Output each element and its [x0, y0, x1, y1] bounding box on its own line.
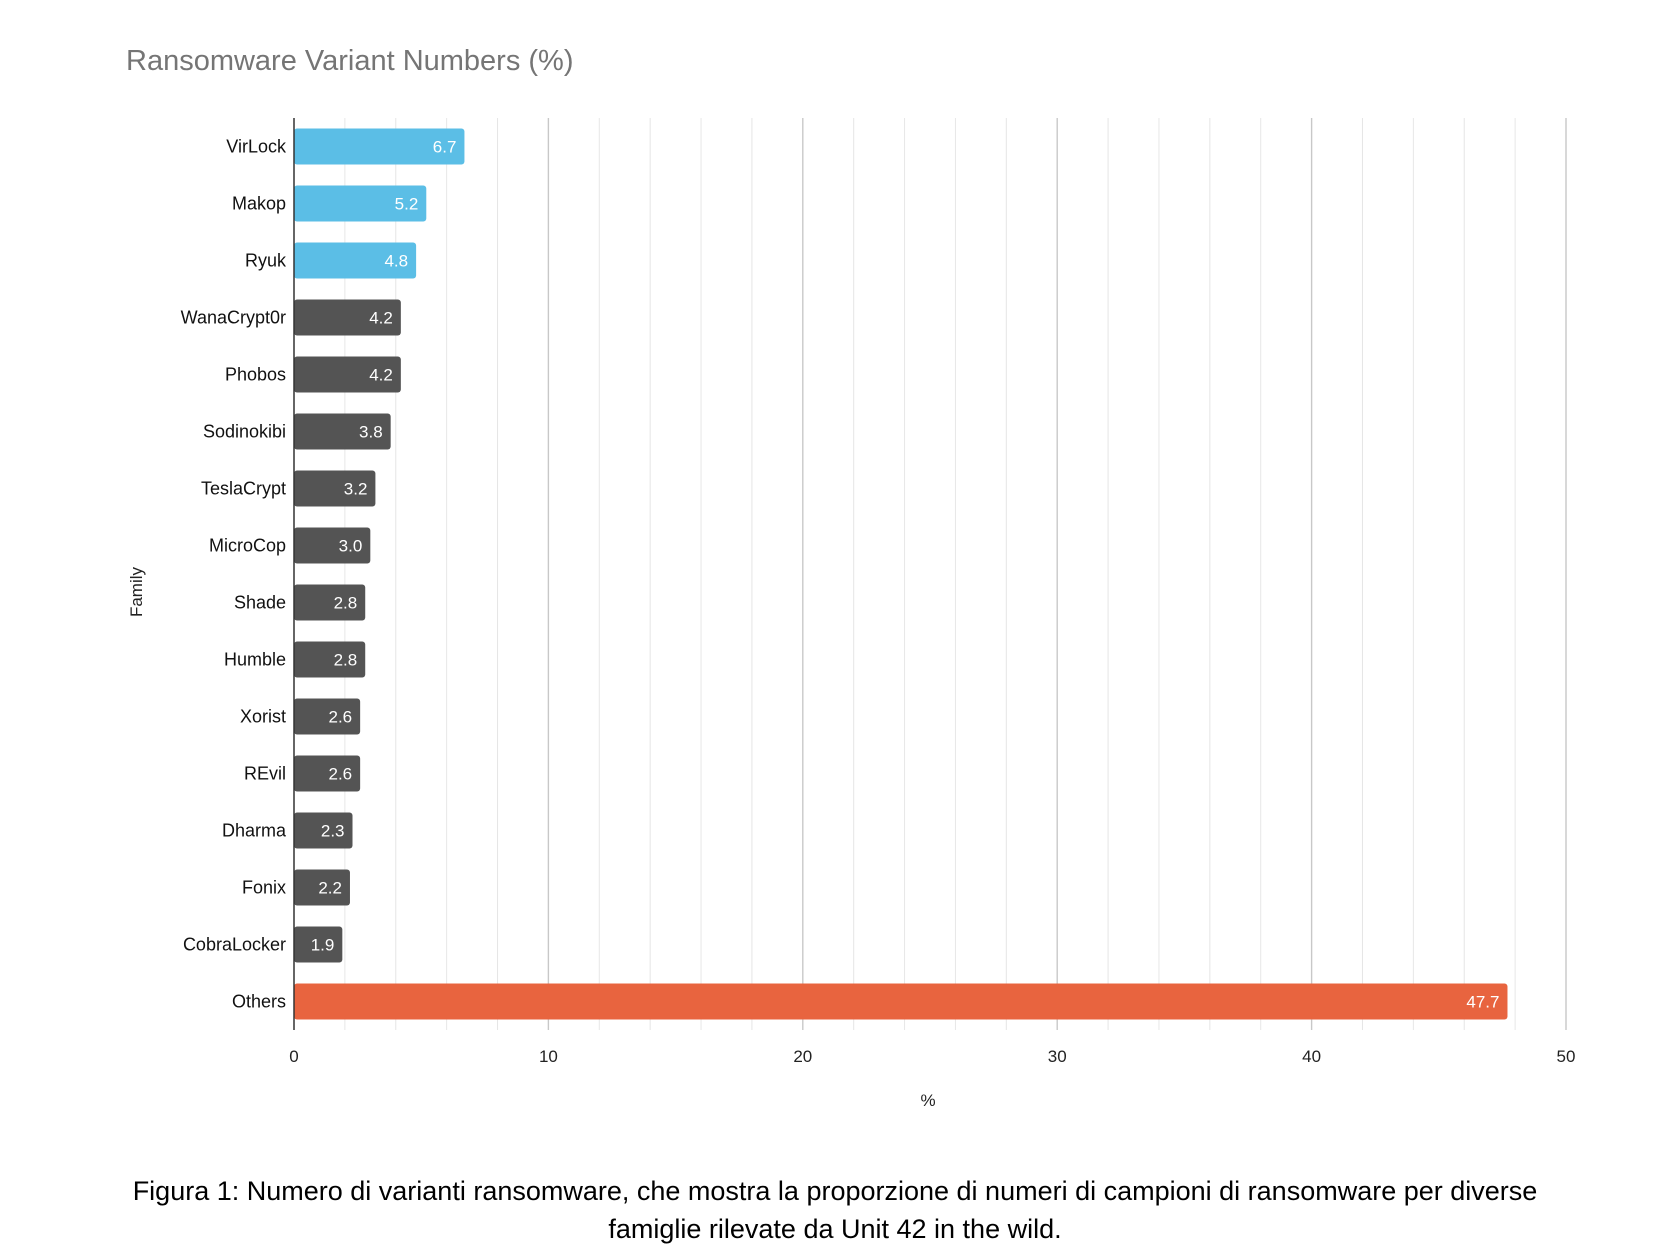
- caption-line-1: Figura 1: Numero di varianti ransomware,…: [132, 1176, 1538, 1206]
- bar-humble: [294, 641, 366, 678]
- data-label: 5.2: [395, 195, 419, 214]
- category-label: Others: [232, 992, 286, 1012]
- bar-ryuk: [294, 242, 417, 279]
- data-label: 47.7: [1466, 993, 1499, 1012]
- bar-xorist: [294, 698, 361, 735]
- bars: 6.7 5.2 4.8 4.2 4.2 3.8 3.2 3.0 2.8 2.8 2.6 2.6 2.3 2…: [294, 128, 1508, 1020]
- bar-virlock: [294, 128, 465, 165]
- category-label: TeslaCrypt: [201, 479, 286, 499]
- data-label: 6.7: [433, 138, 457, 157]
- bar-phobos: [294, 356, 401, 393]
- x-tick-label: 20: [793, 1047, 812, 1066]
- y-axis-label: Family: [127, 566, 146, 617]
- category-label: Sodinokibi: [203, 422, 286, 442]
- data-label: 4.2: [369, 366, 393, 385]
- data-label: 4.2: [369, 309, 393, 328]
- bar-fonix: [294, 869, 350, 906]
- gridlines: [344, 118, 1567, 1030]
- bar-cobralocker: [294, 926, 343, 963]
- bar-wanacrypt0r: [294, 299, 401, 336]
- data-label: 1.9: [311, 936, 335, 955]
- category-label: CobraLocker: [183, 935, 286, 955]
- figure-caption: Figura 1: Numero di varianti ransomware,…: [0, 1172, 1670, 1248]
- data-label: 2.2: [318, 879, 342, 898]
- x-tick-label: 50: [1557, 1047, 1576, 1066]
- data-label: 2.6: [329, 765, 353, 784]
- data-label: 3.8: [359, 423, 383, 442]
- caption-line-2: famiglie rilevate da Unit 42 in the wild…: [608, 1214, 1062, 1244]
- x-tick-label: 30: [1048, 1047, 1067, 1066]
- x-tick-labels: 0 10 20 30 40 50: [289, 1047, 1575, 1066]
- category-label: Fonix: [242, 878, 286, 898]
- category-label: MicroCop: [209, 536, 286, 556]
- chart-title: Ransomware Variant Numbers (%): [126, 45, 574, 77]
- bar-dharma: [294, 812, 353, 849]
- category-label: Makop: [232, 194, 286, 214]
- x-tick-label: 10: [539, 1047, 558, 1066]
- category-label: WanaCrypt0r: [181, 308, 286, 328]
- category-label: Dharma: [222, 821, 287, 841]
- data-label: 2.8: [334, 651, 358, 670]
- data-label: 4.8: [384, 252, 408, 271]
- bar-chart: Ransomware Variant Numbers (%) 6.7 5.2 4.8…: [126, 45, 1575, 1110]
- bar-shade: [294, 584, 366, 621]
- category-label: Shade: [234, 593, 286, 613]
- data-label: 3.0: [339, 537, 363, 556]
- data-label: 2.6: [329, 708, 353, 727]
- data-label: 2.3: [321, 822, 345, 841]
- category-label: REvil: [244, 764, 286, 784]
- category-label: Humble: [224, 650, 286, 670]
- bar-microcop: [294, 527, 371, 564]
- x-tick-label: 40: [1302, 1047, 1321, 1066]
- data-label: 3.2: [344, 480, 368, 499]
- bar-others: [294, 983, 1508, 1020]
- category-label: Xorist: [240, 707, 286, 727]
- bar-revil: [294, 755, 361, 792]
- bar-makop: [294, 185, 427, 222]
- category-labels: VirLock Makop Ryuk WanaCrypt0r Phobos Sodinok…: [181, 137, 287, 1012]
- bar-teslacrypt: [294, 470, 376, 507]
- bar-sodinokibi: [294, 413, 391, 450]
- category-label: Phobos: [225, 365, 286, 385]
- category-label: VirLock: [226, 137, 287, 157]
- category-label: Ryuk: [245, 251, 287, 271]
- x-axis-label: %: [920, 1091, 935, 1110]
- data-label: 2.8: [334, 594, 358, 613]
- x-tick-label: 0: [289, 1047, 298, 1066]
